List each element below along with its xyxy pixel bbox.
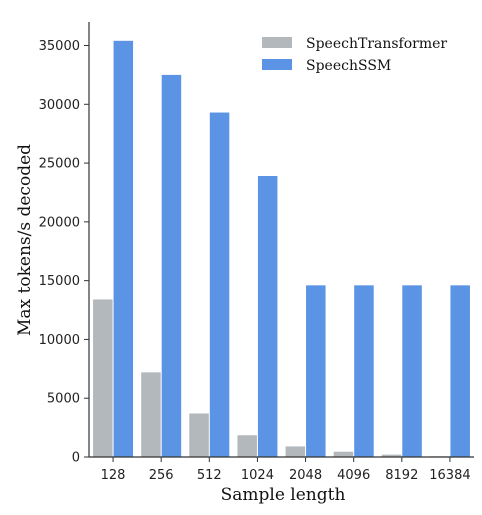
x-tick-label: 512 [197, 468, 222, 483]
y-tick-label: 20000 [39, 215, 80, 230]
bar-speechssm-1024 [257, 176, 278, 457]
axes-group [88, 22, 474, 458]
bar-speechtransformer-128 [93, 299, 113, 457]
bar-speechssm-512 [209, 112, 230, 457]
bar-speechtransformer-2048 [285, 446, 306, 457]
y-tick-label: 15000 [39, 274, 80, 289]
bar-speechssm-8192 [402, 285, 422, 457]
bar-speechssm-16384 [450, 285, 470, 457]
bar-speechtransformer-8192 [381, 454, 402, 457]
x-tick-label: 4096 [337, 468, 370, 483]
x-tick-label: 16384 [429, 468, 470, 483]
x-tick-label: 2048 [289, 468, 322, 483]
bar-speechtransformer-256 [141, 372, 161, 457]
y-tick-label: 0 [72, 451, 80, 466]
y-tick-label: 30000 [39, 98, 80, 113]
x-tick-label: 1024 [241, 468, 274, 483]
y-tick-label: 5000 [47, 392, 80, 407]
ticks-group: 128 256 512 1024 2048 4096 8192 16384 0 5000 10000… [39, 39, 471, 483]
bar-speechssm-256 [161, 74, 182, 457]
bar-speechssm-2048 [306, 285, 326, 457]
legend-label-speechtransformer: SpeechTransformer [306, 36, 447, 52]
legend-swatch-speechssm [262, 59, 292, 70]
y-axis-label: Max tokens/s decoded [15, 144, 35, 336]
legend: SpeechTransformer SpeechSSM [262, 36, 447, 74]
bar-speechtransformer-4096 [333, 451, 354, 457]
x-tick-label: 128 [101, 468, 126, 483]
y-tick-label: 25000 [39, 157, 80, 172]
legend-swatch-speechtransformer [262, 37, 292, 48]
y-tick-label: 35000 [39, 39, 80, 54]
x-axis-label: Sample length [221, 485, 346, 505]
y-tick-label: 10000 [39, 333, 80, 348]
x-tick-label: 8192 [385, 468, 418, 483]
x-tick-label: 256 [149, 468, 174, 483]
bars-group [93, 40, 470, 458]
bar-speechtransformer-1024 [237, 435, 257, 457]
bar-speechtransformer-512 [189, 413, 209, 457]
bar-speechssm-4096 [354, 285, 374, 457]
legend-label-speechssm: SpeechSSM [306, 58, 391, 74]
watermark-text: 知乎 @数据猎手小K [353, 486, 470, 502]
bar-speechssm-128 [113, 40, 134, 458]
